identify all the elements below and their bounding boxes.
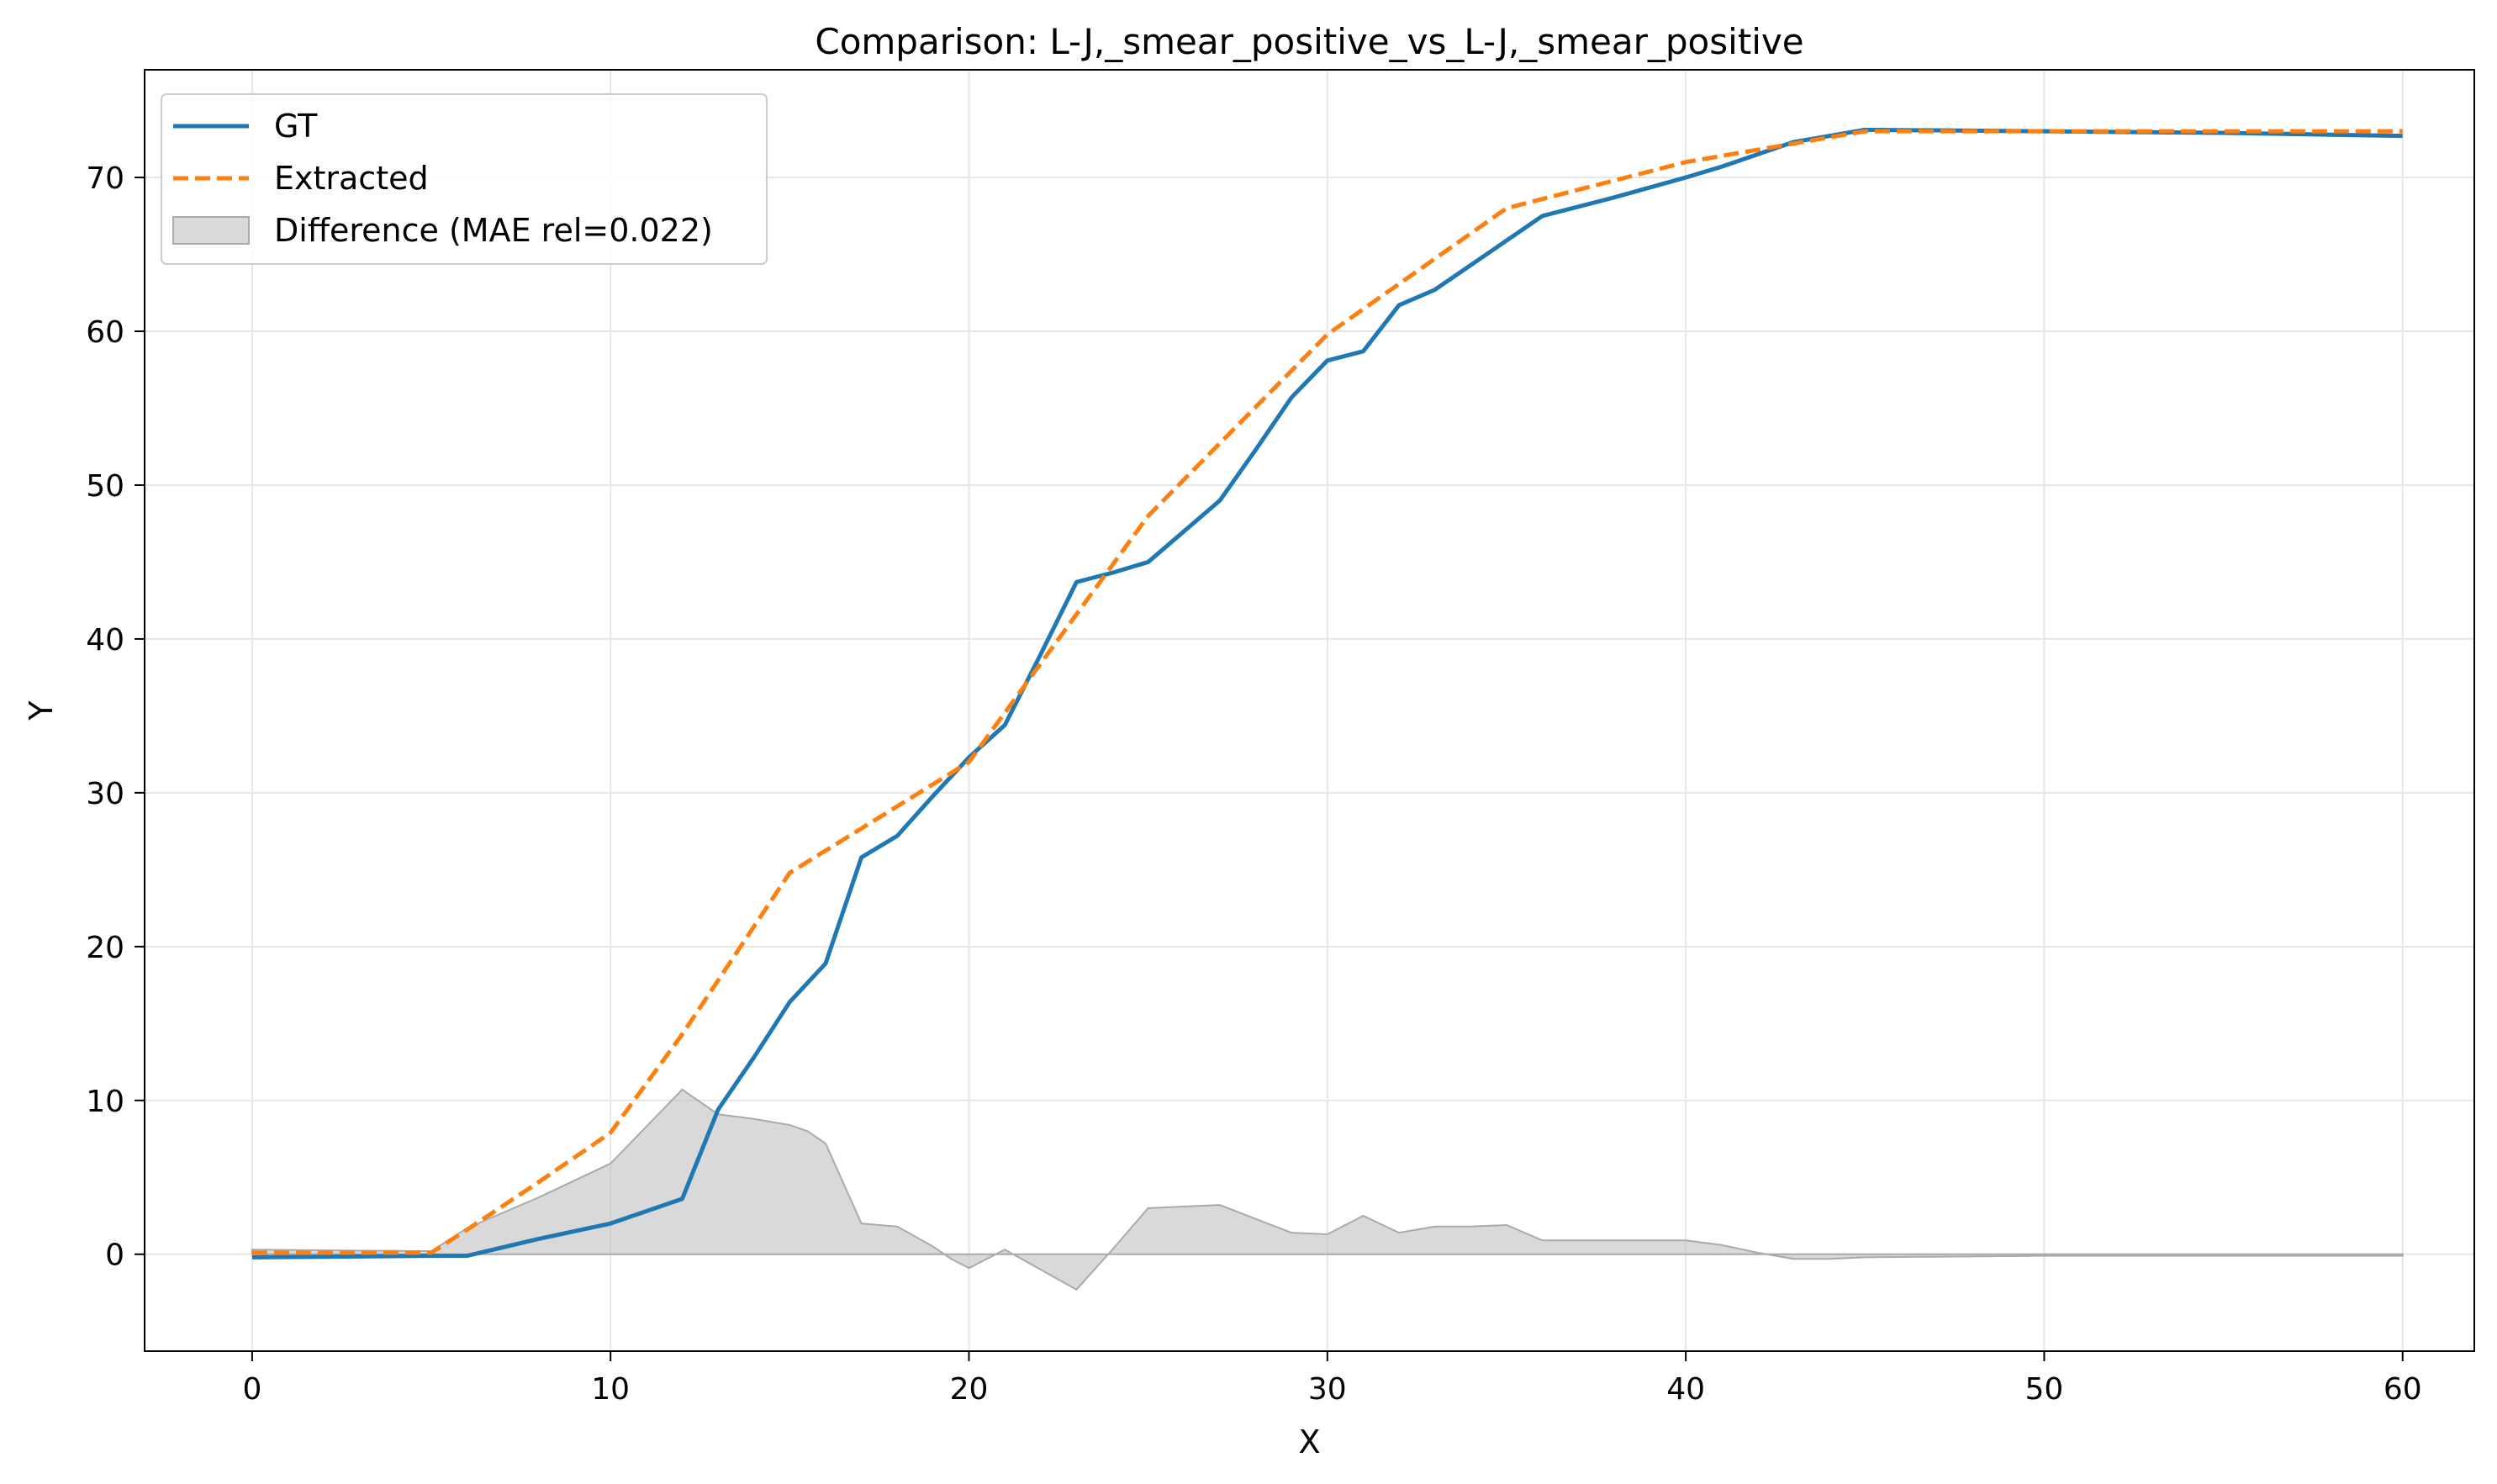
legend-label-difference: Difference (MAE rel=0.022) — [274, 212, 713, 249]
series-line-extracted — [251, 129, 2403, 1255]
y-tick-label: 40 — [86, 623, 124, 658]
legend-label-gt: GT — [274, 108, 318, 145]
legend-swatch-difference — [172, 216, 250, 245]
legend-box — [161, 93, 768, 265]
series-layer — [251, 127, 2403, 1260]
x-tick-label: 20 — [950, 1372, 989, 1407]
difference-area — [251, 1088, 2404, 1291]
y-tick-label: 70 — [86, 161, 124, 196]
x-tick-label: 10 — [591, 1372, 630, 1407]
y-tick-label: 30 — [86, 777, 124, 811]
x-tick-label: 40 — [1666, 1372, 1705, 1407]
x-tick-label: 60 — [2384, 1372, 2422, 1407]
series-line-gt — [251, 127, 2403, 1260]
y-tick-label: 20 — [86, 931, 124, 965]
x-tick-label: 30 — [1308, 1372, 1347, 1407]
x-tick-label: 0 — [242, 1372, 261, 1407]
ticks: 0 10 20 30 40 50 60 0 10 20 30 40 50 60 70 — [86, 161, 2421, 1407]
y-tick-label: 10 — [86, 1085, 124, 1119]
legend: GT Extracted Difference (MAE rel=0.022) — [161, 93, 768, 265]
difference-layer — [251, 1088, 2404, 1291]
y-tick-label: 60 — [86, 315, 124, 350]
chart-title: Comparison: L-J,_smear_positive_vs_L-J,_… — [815, 21, 1803, 62]
legend-label-extracted: Extracted — [274, 160, 429, 197]
x-axis-label: X — [1298, 1423, 1320, 1460]
plot-frame — [144, 69, 2475, 1352]
y-tick-label: 0 — [105, 1238, 124, 1273]
x-tick-label: 50 — [2025, 1372, 2064, 1407]
y-tick-label: 50 — [86, 469, 124, 504]
y-axis-label: Y — [23, 700, 60, 721]
